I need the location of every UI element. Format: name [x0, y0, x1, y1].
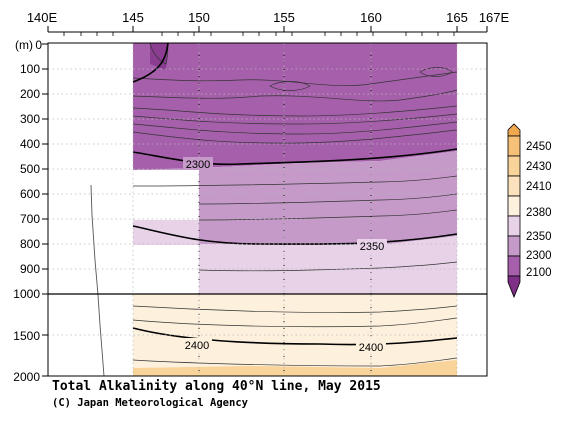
y-tick-label: 1000 [13, 287, 40, 301]
y-tick-label: 100 [20, 62, 40, 76]
colorbar-cell [508, 216, 520, 236]
chart-title: Total Alkalinity along 40°N line, May 20… [52, 379, 381, 394]
x-tick-label: 167E [479, 10, 510, 25]
x-tick-label: 165 [446, 10, 468, 25]
x-major-ticks [48, 26, 487, 32]
y-tick-label: 0 [35, 38, 42, 52]
y-tick-label: 400 [20, 137, 40, 151]
copyright-note: (C) Japan Meteorological Agency [52, 397, 248, 409]
colorbar-under-arrow [508, 276, 520, 297]
colorbar-label: 2410 [526, 181, 552, 193]
y-tick-label: 600 [20, 187, 40, 201]
x-tick-label: 140E [27, 10, 58, 25]
y-tick-label: 900 [20, 262, 40, 276]
y-tick-label: 700 [20, 212, 40, 226]
x-tick-label: 150 [188, 10, 210, 25]
colorbar-label: 2350 [526, 231, 552, 243]
x-minor-ticks [64, 32, 454, 36]
colorbar-cell [508, 176, 520, 196]
y-ticks [42, 44, 48, 376]
y-unit-label: (m) [15, 38, 33, 52]
colorbar-label: 2100 [526, 267, 552, 279]
contour-label: 2400 [359, 342, 383, 354]
x-tick-label: 145 [122, 10, 144, 25]
y-tick-label: 200 [20, 87, 40, 101]
colorbar-over-arrow [508, 124, 520, 136]
y-tick-label: 800 [20, 237, 40, 251]
x-tick-label: 160 [360, 10, 382, 25]
y-tick-label: 300 [20, 112, 40, 126]
fill-band-2100-2300 [133, 43, 457, 170]
colorbar-label: 2450 [526, 141, 552, 153]
y-tick-label: 2000 [13, 370, 40, 384]
colorbar-cell [508, 156, 520, 176]
y-tick-label: 1500 [13, 329, 40, 343]
contour-label: 2350 [360, 241, 384, 253]
contour-label: 2400 [185, 340, 209, 352]
colorbar-label: 2300 [526, 250, 552, 262]
data-gap-2 [133, 245, 199, 295]
x-tick-label: 155 [273, 10, 295, 25]
colorbar [508, 124, 520, 297]
colorbar-cell [508, 196, 520, 216]
colorbar-label: 2380 [526, 207, 552, 219]
colorbar-cell [508, 136, 520, 156]
colorbar-label: 2430 [526, 161, 552, 173]
section-fill [133, 43, 457, 376]
contour-label: 2300 [186, 159, 210, 171]
data-gap-1 [133, 170, 199, 220]
y-tick-label: 500 [20, 162, 40, 176]
colorbar-cell [508, 256, 520, 276]
colorbar-cell [508, 236, 520, 256]
fill-gap-shelf [133, 220, 199, 245]
